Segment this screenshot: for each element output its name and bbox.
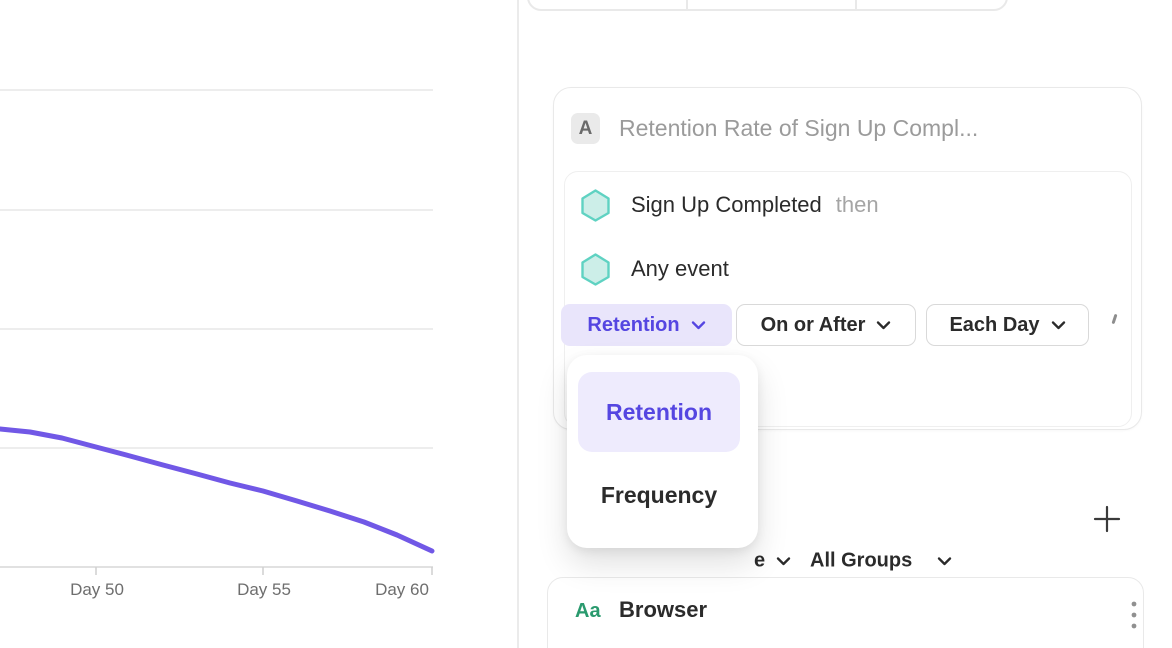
property-card-browser[interactable]: Aa Browser [547, 577, 1144, 648]
event-row[interactable]: Any event [580, 252, 729, 286]
event-name[interactable]: Any event [631, 256, 729, 281]
x-tick-label: Day 55 [237, 580, 291, 599]
x-axis [0, 566, 433, 575]
tab-divider [855, 0, 857, 9]
event-hexagon-icon [581, 188, 610, 222]
retention-chart-panel[interactable]: Day 50 Day 55 Day 60 [0, 0, 518, 648]
groupby-dropdown-label[interactable]: All Groups [810, 549, 913, 572]
chevron-down-icon [877, 320, 891, 329]
event-then-label: then [835, 192, 879, 217]
clipped-control-fragment [1111, 313, 1118, 325]
panel-separator [517, 0, 519, 648]
menu-item-frequency[interactable]: Frequency [600, 481, 718, 508]
kebab-menu-icon[interactable] [1123, 596, 1145, 636]
bound-dropdown-button[interactable]: On or After [736, 304, 916, 346]
groupby-row: e All Groups [565, 540, 1131, 582]
property-name: Browser [619, 597, 708, 622]
interval-dropdown-label: Each Day [949, 313, 1040, 336]
chart-gridlines [0, 89, 433, 449]
top-tab-strip[interactable] [527, 0, 1008, 11]
mode-dropdown-button[interactable]: Retention [561, 304, 732, 346]
query-builder-panel: A Retention Rate of Sign Up Compl... Sig… [519, 0, 1172, 648]
event-hexagon-icon [581, 252, 610, 286]
x-tick-label: Day 60 [375, 580, 429, 599]
series-label-badge: A [571, 113, 600, 144]
event-definition-card: Sign Up Completed then Any event Retenti… [561, 171, 1132, 572]
bound-dropdown-label: On or After [760, 313, 866, 336]
mode-dropdown-label: Retention [587, 313, 680, 336]
plus-icon [1093, 505, 1121, 533]
property-type-icon: Aa [575, 600, 601, 622]
measure-label-fragment[interactable]: e [754, 549, 766, 572]
chevron-down-icon [691, 320, 705, 329]
interval-dropdown-button[interactable]: Each Day [926, 304, 1089, 346]
chevron-down-icon[interactable] [776, 557, 791, 566]
x-tick-label: Day 50 [70, 580, 124, 599]
tab-divider [686, 0, 688, 9]
mode-dropdown-menu: Retention Frequency [567, 355, 758, 548]
menu-item-retention[interactable]: Retention [578, 372, 740, 452]
chevron-down-icon[interactable] [937, 557, 952, 566]
event-row[interactable]: Sign Up Completed then [580, 188, 879, 222]
retention-line-chart [0, 89, 435, 575]
metric-name-input[interactable]: Retention Rate of Sign Up Compl... [619, 115, 979, 141]
chevron-down-icon [1051, 320, 1065, 329]
retention-series-line [0, 426, 435, 554]
add-button[interactable] [1093, 505, 1121, 533]
event-name[interactable]: Sign Up Completed [631, 192, 822, 217]
